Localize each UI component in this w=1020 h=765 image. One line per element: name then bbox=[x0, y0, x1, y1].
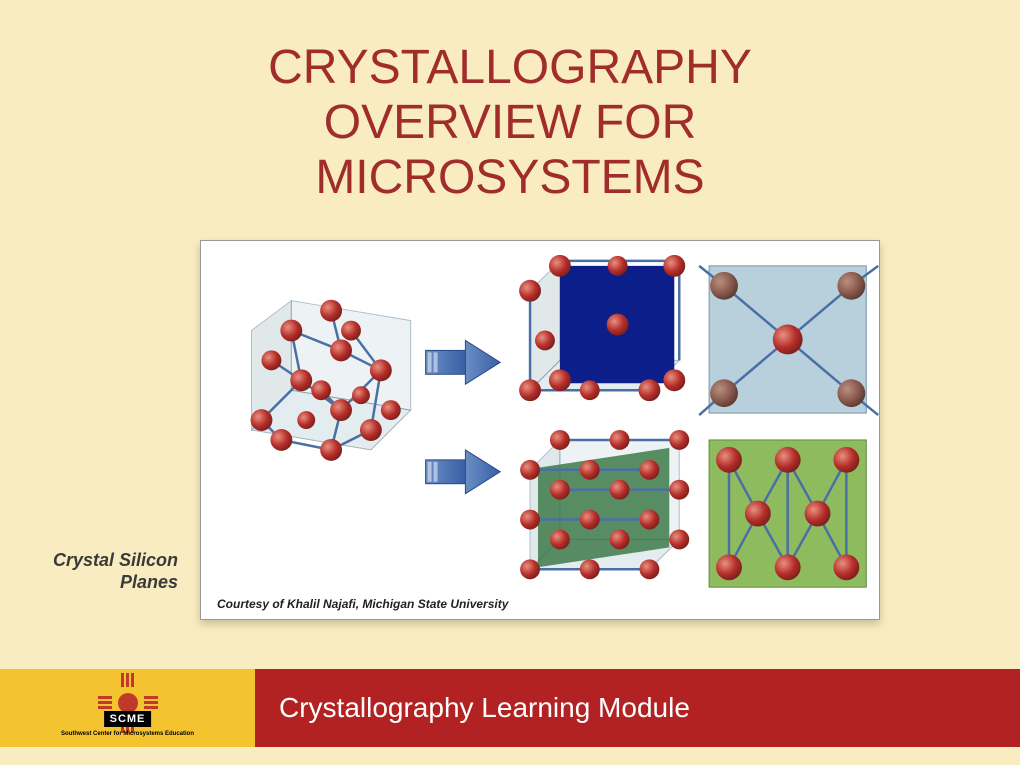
crystal-diagram: Courtesy of Khalil Najafi, Michigan Stat… bbox=[200, 240, 880, 620]
footer-title: Crystallography Learning Module bbox=[279, 692, 690, 724]
side-caption: Crystal Silicon Planes bbox=[18, 550, 178, 593]
title-line-3: MICROSYSTEMS bbox=[0, 150, 1020, 205]
footer-bar: SCME Southwest Center for Microsystems E… bbox=[0, 669, 1020, 747]
crystal-svg bbox=[201, 241, 879, 619]
logo-subtitle: Southwest Center for Microsystems Educat… bbox=[61, 731, 194, 737]
footer-title-box: Crystallography Learning Module bbox=[255, 669, 1020, 747]
slide-title: CRYSTALLOGRAPHY OVERVIEW FOR MICROSYSTEM… bbox=[0, 0, 1020, 206]
title-line-1: CRYSTALLOGRAPHY bbox=[0, 40, 1020, 95]
diagram-credit: Courtesy of Khalil Najafi, Michigan Stat… bbox=[217, 597, 508, 611]
title-line-2: OVERVIEW FOR bbox=[0, 95, 1020, 150]
logo-box: SCME Southwest Center for Microsystems E… bbox=[0, 669, 255, 747]
scme-logo: SCME Southwest Center for Microsystems E… bbox=[88, 673, 168, 743]
logo-acronym: SCME bbox=[104, 711, 152, 727]
